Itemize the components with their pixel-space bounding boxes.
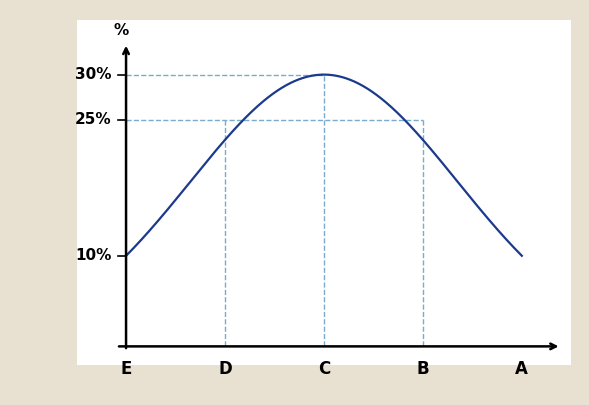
Text: 10%: 10% bbox=[75, 248, 111, 263]
Text: %: % bbox=[114, 23, 129, 38]
Text: 25%: 25% bbox=[75, 113, 111, 128]
Text: E: E bbox=[120, 360, 132, 378]
Text: A: A bbox=[515, 360, 528, 378]
Text: C: C bbox=[318, 360, 330, 378]
Text: 30%: 30% bbox=[75, 67, 111, 82]
Text: B: B bbox=[416, 360, 429, 378]
Text: D: D bbox=[218, 360, 232, 378]
